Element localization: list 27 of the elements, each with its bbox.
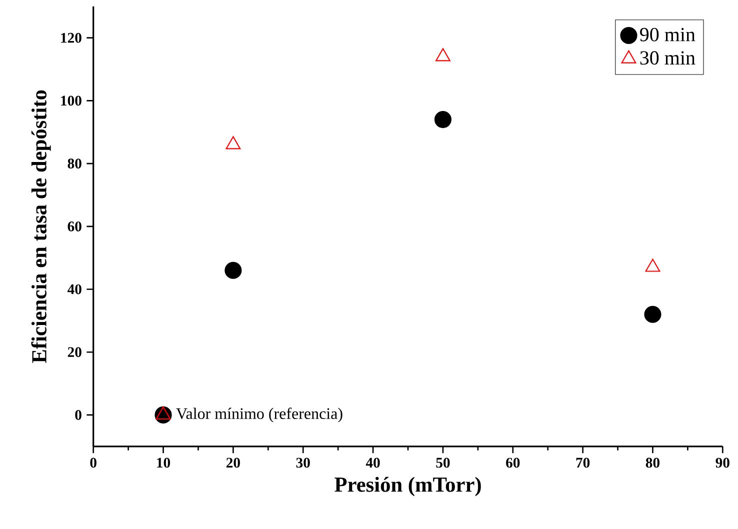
x-axis-title: Presión (mTorr): [334, 476, 481, 496]
legend-label: 90 min: [640, 28, 696, 42]
point: [644, 306, 662, 323]
x-tick-label: 50: [436, 458, 450, 468]
point: [645, 258, 660, 272]
y-tick-label: 100: [61, 96, 82, 106]
x-tick-label: 10: [157, 458, 170, 468]
x-tick-label: 30: [296, 458, 310, 468]
y-tick-label: 20: [68, 347, 82, 358]
annotation: Valor mínimo (referencia): [176, 408, 342, 422]
point: [226, 136, 241, 150]
x-tick-label: 80: [646, 458, 660, 468]
x-tick-label: 0: [90, 458, 96, 468]
x-tick-label: 60: [506, 458, 520, 468]
point: [435, 48, 450, 62]
x-tick-label: 90: [716, 458, 730, 468]
y-tick-label: 60: [68, 221, 82, 232]
legend-label: 30 min: [640, 51, 696, 65]
x-tick-label: 40: [366, 458, 380, 468]
point: [224, 262, 242, 279]
y-tick-label: 40: [68, 284, 82, 294]
y-tick-label: 120: [61, 32, 82, 43]
y-axis-title: Eficiencia en tasa de depóstito: [31, 90, 51, 363]
x-tick-label: 20: [226, 458, 240, 468]
x-tick-label: 70: [576, 458, 590, 468]
y-tick-label: 0: [75, 410, 82, 420]
y-tick-label: 80: [68, 158, 82, 168]
